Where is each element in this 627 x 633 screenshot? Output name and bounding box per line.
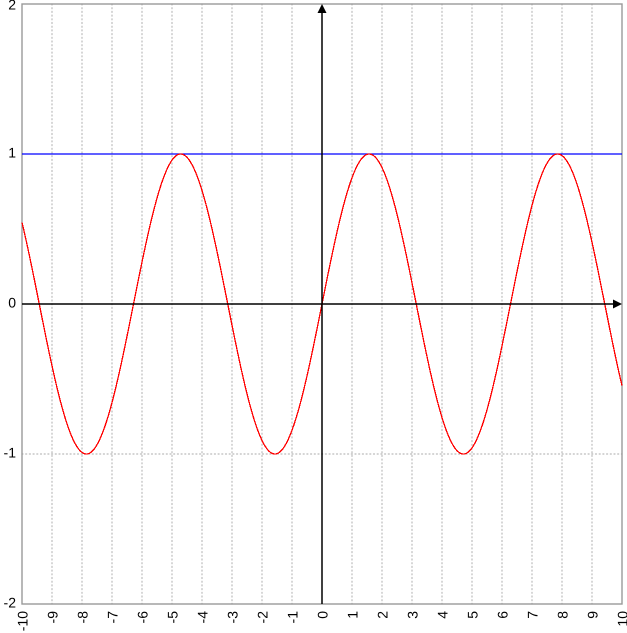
svg-text:-2: -2 [4, 595, 17, 611]
svg-text:7: 7 [525, 611, 541, 619]
svg-text:6: 6 [495, 611, 511, 619]
svg-text:-10: -10 [15, 611, 31, 631]
svg-text:5: 5 [465, 611, 481, 619]
svg-text:-4: -4 [195, 611, 211, 624]
svg-text:9: 9 [585, 611, 601, 619]
svg-text:4: 4 [435, 611, 451, 619]
svg-text:-1: -1 [285, 611, 301, 624]
svg-text:0: 0 [8, 295, 16, 311]
svg-text:-7: -7 [105, 611, 121, 624]
svg-text:-3: -3 [225, 611, 241, 624]
svg-text:2: 2 [8, 0, 16, 13]
svg-text:-6: -6 [135, 611, 151, 624]
svg-text:10: 10 [615, 611, 627, 627]
svg-text:-5: -5 [165, 611, 181, 624]
svg-text:2: 2 [375, 611, 391, 619]
svg-text:3: 3 [405, 611, 421, 619]
svg-text:-9: -9 [45, 611, 61, 624]
svg-text:-8: -8 [75, 611, 91, 624]
svg-text:-2: -2 [255, 611, 271, 624]
svg-text:8: 8 [555, 611, 571, 619]
svg-text:-1: -1 [4, 445, 17, 461]
svg-text:1: 1 [345, 611, 361, 619]
svg-text:0: 0 [315, 611, 331, 619]
svg-text:1: 1 [8, 145, 16, 161]
